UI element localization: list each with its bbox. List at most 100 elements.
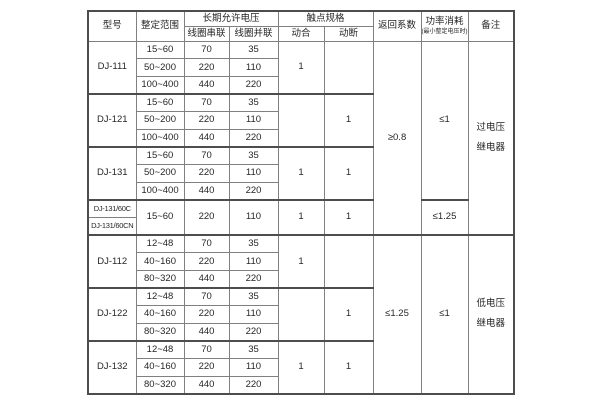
no-header: 动合: [277, 25, 325, 42]
remark-header: 备注: [467, 10, 515, 42]
parallel-cell: 220: [228, 322, 279, 342]
series-cell: 440: [183, 269, 230, 289]
return-coef-header: 返回系数: [372, 10, 422, 42]
range-cell: 80~320: [135, 322, 185, 342]
model-cell: DJ-112: [87, 234, 137, 289]
nc-contact-cell: 1: [323, 198, 374, 236]
no-contact-cell: [277, 286, 325, 342]
series-cell: 220: [183, 305, 230, 324]
table-row: 40~160 220 110: [88, 358, 514, 377]
nc-contact-cell: [323, 40, 374, 95]
table-row: DJ-132 12~48 70 35 1 1: [87, 339, 514, 395]
parallel-cell: 220: [228, 75, 279, 95]
range-cell: 15~60: [135, 92, 185, 113]
range-cell: 40~160: [135, 252, 185, 271]
series-cell: 220: [183, 252, 230, 271]
model-cell: DJ-131: [87, 145, 137, 201]
nc-contact-cell: [323, 234, 374, 289]
series-cell: 220: [183, 58, 230, 77]
parallel-cell: 220: [228, 375, 279, 395]
range-cell: 50~200: [135, 163, 185, 183]
series-cell: 70: [183, 339, 230, 360]
range-cell: 80~320: [135, 375, 185, 395]
range-cell: 100~400: [135, 128, 185, 148]
range-cell: 100~400: [135, 75, 185, 95]
power-header: 功率消耗 (最小整定电压时): [420, 10, 469, 42]
nc-contact-cell: 1: [323, 286, 374, 342]
header-row-2: 线圈串联 线圈并联 动合 动断: [88, 25, 514, 42]
power-header-label: 功率消耗: [425, 16, 464, 28]
relay-spec-table: 型号 整定范围 长期允许电压 触点规格 返回系数 功率消耗 (最小整定电压时) …: [87, 10, 516, 395]
series-cell: 440: [183, 375, 230, 395]
parallel-cell: 220: [228, 181, 279, 201]
contact-header: 触点规格: [277, 10, 374, 27]
parallel-cell: 35: [228, 234, 279, 254]
series-cell: 440: [183, 75, 230, 95]
range-cell: 40~160: [135, 305, 185, 324]
parallel-cell: 35: [228, 40, 279, 60]
no-contact-cell: 1: [277, 198, 325, 236]
parallel-cell: 110: [228, 163, 279, 183]
series-cell: 220: [183, 358, 230, 377]
series-cell: 220: [183, 198, 230, 236]
table-row: 100~400 440 220: [88, 181, 514, 201]
nc-contact-cell: 1: [323, 92, 374, 148]
model-cell: DJ-111: [87, 40, 137, 95]
no-contact-cell: 1: [277, 40, 325, 95]
table-row: 100~400 440 220: [88, 75, 514, 95]
series-cell: 70: [183, 40, 230, 60]
header-row-1: 型号 整定范围 长期允许电压 触点规格 返回系数 功率消耗 (最小整定电压时) …: [87, 10, 515, 42]
model-cell: DJ-131/60CN: [87, 216, 137, 236]
table-row: DJ-112 12~48 70 35 1 ≤1.25 ≤1 低电压 继电器: [87, 234, 515, 395]
table-row: 50~200 220 110: [88, 163, 514, 183]
range-cell: 15~60: [135, 145, 185, 165]
range-cell: 12~48: [135, 339, 185, 360]
parallel-cell: 220: [228, 269, 279, 289]
no-contact-cell: 1: [277, 234, 325, 289]
range-cell: 100~400: [135, 181, 185, 201]
series-cell: 70: [183, 92, 230, 113]
nc-contact-cell: 1: [323, 339, 374, 395]
table-row: DJ-131/60C 15~60 220 110 1 1 ≤1.25: [87, 198, 514, 236]
remark-cell: 低电压 继电器: [467, 234, 515, 395]
range-cell: 50~200: [135, 111, 185, 130]
nc-header: 动断: [323, 25, 374, 42]
power-cell: ≤1: [420, 234, 469, 395]
range-header: 整定范围: [135, 10, 185, 42]
parallel-cell: 35: [228, 92, 279, 113]
range-cell: 40~160: [135, 358, 185, 377]
power-cell: ≤1.25: [420, 198, 469, 236]
table-row: DJ-131 15~60 70 35 1 1: [87, 145, 514, 201]
return-coef-cell: ≤1.25: [372, 234, 422, 395]
series-cell: 70: [183, 286, 230, 307]
series-cell: 70: [183, 234, 230, 254]
series-cell: 440: [183, 128, 230, 148]
parallel-header: 线圈并联: [228, 25, 279, 42]
no-contact-cell: 1: [277, 145, 325, 201]
return-coef-cell: ≥0.8: [372, 40, 422, 236]
model-cell: DJ-132: [87, 339, 137, 395]
series-cell: 440: [183, 322, 230, 342]
series-cell: 440: [183, 181, 230, 201]
series-header: 线圈串联: [183, 25, 230, 42]
model-header: 型号: [87, 10, 137, 42]
model-cell: DJ-122: [87, 286, 137, 342]
range-cell: 15~60: [135, 40, 185, 60]
parallel-cell: 110: [228, 58, 279, 77]
series-cell: 70: [183, 145, 230, 165]
range-cell: 15~60: [135, 198, 185, 236]
parallel-cell: 110: [228, 252, 279, 271]
no-contact-cell: 1: [277, 339, 325, 395]
table-row: 40~160 220 110: [88, 252, 514, 271]
power-cell: ≤1: [420, 40, 469, 201]
table-row: DJ-111 15~60 70 35 1 ≥0.8 ≤1 过电压 继电器: [87, 40, 515, 236]
range-cell: 80~320: [135, 269, 185, 289]
table-row: 80~320 440 220: [88, 375, 514, 395]
parallel-cell: 110: [228, 198, 279, 236]
parallel-cell: 35: [228, 286, 279, 307]
range-cell: 12~48: [135, 286, 185, 307]
parallel-cell: 35: [228, 145, 279, 165]
table-row: DJ-122 12~48 70 35 1: [87, 286, 514, 342]
parallel-cell: 110: [228, 111, 279, 130]
